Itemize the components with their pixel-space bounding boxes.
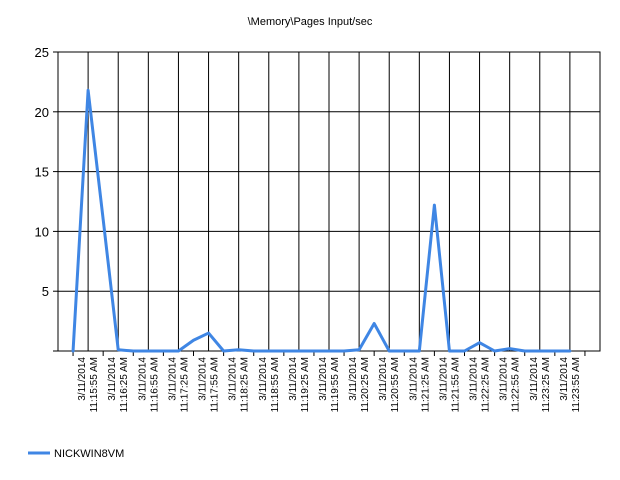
y-tick-label: 10	[35, 224, 49, 239]
x-tick-label-time: 11:17:55 AM	[210, 357, 221, 412]
x-tick-label-date: 3/11/2014	[228, 357, 239, 401]
x-tick-label-date: 3/11/2014	[348, 357, 359, 401]
x-tick-label-date: 3/11/2014	[288, 357, 299, 401]
x-tick-label-date: 3/11/2014	[529, 357, 540, 401]
x-axis: 3/11/2014 11:15:55 AM 3/11/2014 11:16:25 AM…	[72, 351, 586, 413]
x-tick-label-date: 3/11/2014	[198, 357, 209, 401]
x-tick-label-date: 3/11/2014	[499, 357, 510, 401]
x-tick-label: 3/11/2014 11:22:25 AM	[469, 357, 492, 413]
x-tick-label: 3/11/2014 11:22:55 AM	[499, 357, 522, 413]
x-tick-label-date: 3/11/2014	[559, 357, 570, 401]
x-tick-label: 3/11/2014 11:16:55 AM	[137, 357, 160, 413]
series-line-nickwin8vm	[71, 88, 572, 353]
x-tick-label-date: 3/11/2014	[378, 357, 389, 401]
x-tick-label-time: 11:19:55 AM	[330, 357, 341, 412]
x-tick-label: 3/11/2014 11:20:55 AM	[378, 357, 401, 413]
x-tick-label-time: 11:22:55 AM	[511, 357, 522, 412]
chart-title: \Memory\Pages Input/sec	[248, 16, 373, 28]
series-lines	[71, 88, 572, 353]
x-tick-label-time: 11:18:25 AM	[240, 357, 251, 412]
x-tick-label: 3/11/2014 11:21:25 AM	[408, 357, 431, 413]
x-tick-label-date: 3/11/2014	[258, 357, 269, 401]
x-tick-label-date: 3/11/2014	[167, 357, 178, 401]
x-tick-label-date: 3/11/2014	[77, 357, 88, 401]
x-tick-label: 3/11/2014 11:23:25 AM	[529, 357, 552, 413]
x-tick-label-time: 11:23:25 AM	[541, 357, 552, 412]
x-tick-label-date: 3/11/2014	[137, 357, 148, 401]
x-tick-label-time: 11:17:25 AM	[179, 357, 190, 412]
x-tick-label-time: 11:23:55 AM	[571, 357, 582, 412]
y-tick-label: 15	[35, 165, 49, 180]
y-tick-label: 5	[42, 284, 49, 299]
x-tick-label: 3/11/2014 11:17:25 AM	[167, 357, 190, 413]
x-tick-label-date: 3/11/2014	[107, 357, 118, 401]
x-tick-label-time: 11:20:55 AM	[390, 357, 401, 412]
gridlines	[57, 51, 601, 352]
x-tick-label-date: 3/11/2014	[469, 357, 480, 401]
x-tick-label-date: 3/11/2014	[438, 357, 449, 401]
x-tick-label-time: 11:19:25 AM	[300, 357, 311, 412]
y-tick-label: 20	[35, 105, 49, 120]
y-tick-label: 25	[35, 45, 49, 60]
x-tick-label-date: 3/11/2014	[408, 357, 419, 401]
x-tick-label: 3/11/2014 11:19:55 AM	[318, 357, 341, 413]
x-tick-label: 3/11/2014 11:20:25 AM	[348, 357, 371, 413]
x-tick-label-time: 11:16:25 AM	[119, 357, 130, 412]
x-tick-label-time: 11:21:25 AM	[420, 357, 431, 412]
x-tick-label: 3/11/2014 11:18:25 AM	[228, 357, 251, 413]
x-tick-label-time: 11:18:55 AM	[270, 357, 281, 412]
x-tick-label-time: 11:16:55 AM	[149, 357, 160, 412]
x-tick-label-date: 3/11/2014	[318, 357, 329, 401]
x-tick-label: 3/11/2014 11:21:55 AM	[438, 357, 461, 413]
x-tick-label-time: 11:15:55 AM	[89, 357, 100, 412]
x-tick-label: 3/11/2014 11:23:55 AM	[559, 357, 582, 413]
x-tick-label-time: 11:22:25 AM	[481, 357, 492, 412]
x-tick-label-time: 11:21:55 AM	[450, 357, 461, 412]
x-tick-label: 3/11/2014 11:19:25 AM	[288, 357, 311, 413]
legend-label: NICKWIN8VM	[54, 448, 124, 460]
y-axis: 25 20 15 10 5	[35, 45, 58, 352]
legend: NICKWIN8VM	[28, 448, 124, 460]
x-tick-label: 3/11/2014 11:15:55 AM	[77, 357, 100, 413]
x-tick-label: 3/11/2014 11:17:55 AM	[198, 357, 221, 413]
x-tick-label-time: 11:20:25 AM	[360, 357, 371, 412]
x-tick-label: 3/11/2014 11:16:25 AM	[107, 357, 130, 413]
x-tick-label: 3/11/2014 11:18:55 AM	[258, 357, 281, 413]
